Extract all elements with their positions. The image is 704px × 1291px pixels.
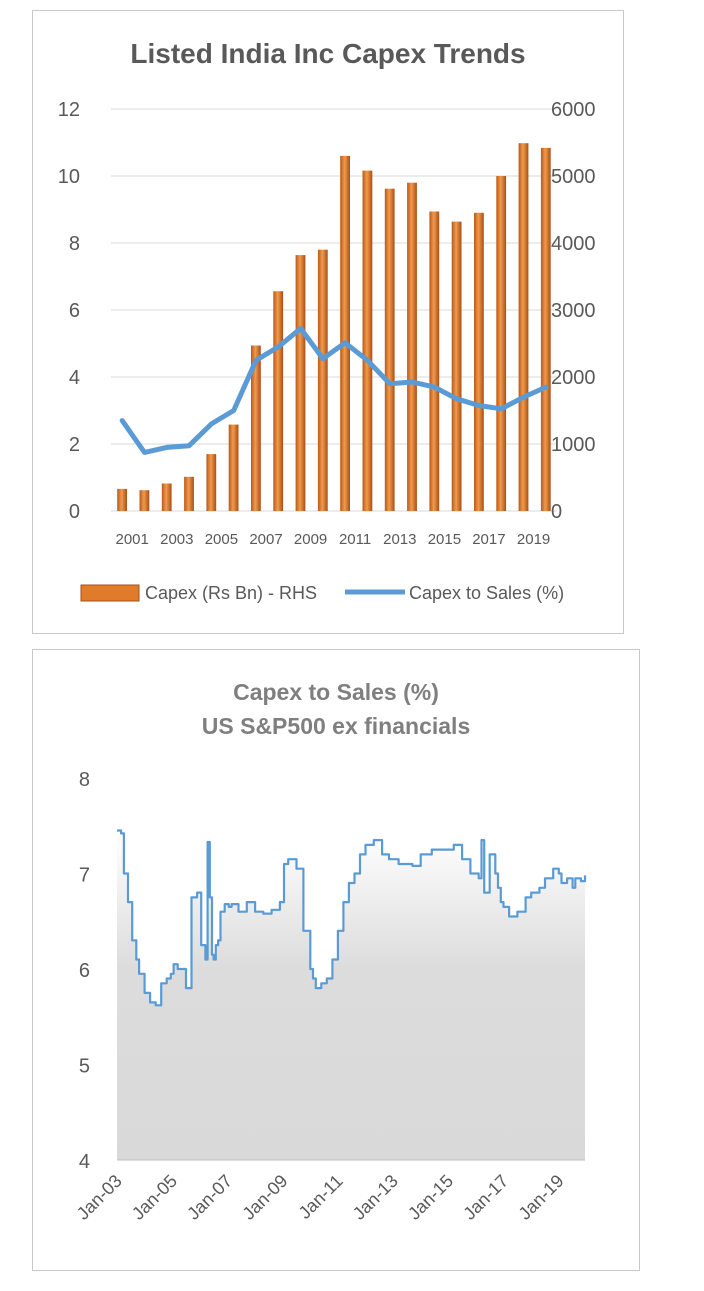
right-y-tick-label: 1000: [551, 434, 596, 456]
x-tick-label: Jan-19: [515, 1171, 568, 1224]
left-y-tick-label: 6: [69, 300, 80, 322]
x-tick-label: Jan-13: [349, 1171, 402, 1224]
x-tick-label: Jan-11: [295, 1171, 347, 1223]
us-capex-to-sales-chart-panel: Capex to Sales (%) US S&P500 ex financia…: [32, 649, 640, 1271]
bar-2010: [317, 249, 328, 511]
bar-2017: [474, 212, 484, 512]
y-tick-label: 5: [79, 1056, 90, 1078]
x-tick-label: 2007: [249, 531, 282, 548]
x-tick-label: 2005: [205, 531, 238, 548]
bar-2009: [295, 255, 306, 511]
us-capex-to-sales-chart: Capex to Sales (%) US S&P500 ex financia…: [73, 679, 587, 1224]
bar-2014: [407, 182, 417, 511]
x-tick-label: Jan-17: [459, 1171, 512, 1224]
x-tick-label: 2019: [517, 531, 550, 548]
chart-title-line-1: Capex to Sales (%): [233, 679, 439, 705]
left-y-tick-label: 4: [69, 367, 80, 389]
series-line: [117, 829, 587, 1007]
bar-2003: [161, 483, 172, 511]
x-tick-label: Jan-05: [128, 1171, 181, 1224]
capex-to-sales-line: [119, 325, 549, 455]
legend-label-capex-to-sales: Capex to Sales (%): [409, 583, 564, 603]
right-y-tick-label: 0: [551, 501, 562, 523]
x-tick-label: 2009: [294, 531, 327, 548]
bar-2005: [206, 454, 217, 511]
bar-2001: [117, 488, 127, 511]
left-y-tick-label: 0: [69, 501, 80, 523]
legend: Capex (Rs Bn) - RHS Capex to Sales (%): [80, 583, 564, 603]
x-tick-label: Jan-15: [404, 1171, 457, 1224]
right-y-tick-label: 2000: [551, 367, 596, 389]
bar-2020: [540, 147, 551, 511]
x-tick-label: 2017: [472, 531, 505, 548]
right-y-tick-label: 5000: [551, 166, 596, 188]
left-y-axis-ticks: 0 2 4 6 8 10 12: [58, 99, 80, 523]
bar-2011: [340, 155, 350, 511]
y-tick-label: 7: [79, 865, 90, 887]
x-axis-ticks: 2001 2003 2005 2007 2009 2011 2013 2015 2017 2019: [116, 531, 551, 548]
right-y-axis-ticks: 0 1000 2000 3000 4000 5000 6000: [551, 99, 596, 523]
x-tick-label: 2013: [383, 531, 416, 548]
right-y-tick-label: 4000: [551, 233, 596, 255]
bar-2008: [273, 291, 284, 511]
area-fill: [117, 830, 585, 1160]
gridlines: [111, 108, 557, 512]
right-y-tick-label: 3000: [551, 300, 596, 322]
capex-to-sales-area: [117, 829, 587, 1161]
x-tick-label: 2011: [339, 531, 371, 548]
bar-2007: [251, 345, 261, 511]
x-tick-label: Jan-09: [238, 1171, 291, 1224]
capex-trends-chart: Listed India Inc Capex Trends 024681012 …: [58, 38, 596, 603]
bar-2013: [384, 188, 395, 511]
capex-to-sales-series-line: [119, 325, 549, 455]
left-y-tick-label: 2: [69, 434, 80, 456]
legend-bar-swatch: [80, 584, 140, 602]
bar-2019: [518, 143, 529, 511]
y-axis-ticks: 4 5 6 7 8: [79, 769, 90, 1173]
x-axis-ticks: Jan-03 Jan-05 Jan-07 Jan-09 Jan-11 Jan-13 Jan-…: [73, 1171, 568, 1224]
capex-trends-chart-panel: Listed India Inc Capex Trends 0 2 4 6 8 10 12 …: [32, 10, 624, 634]
bar-2015: [429, 211, 440, 511]
legend-label-capex: Capex (Rs Bn) - RHS: [145, 583, 317, 603]
bar-2016: [451, 221, 462, 511]
bar-2012: [362, 170, 373, 511]
x-tick-label: 2015: [428, 531, 461, 548]
bar-2006: [228, 424, 239, 511]
left-y-tick-label: 12: [58, 99, 80, 121]
x-tick-label: Jan-03: [73, 1171, 126, 1224]
bar-2004: [184, 476, 194, 511]
x-tick-label: 2001: [116, 531, 149, 548]
chart-title: Listed India Inc Capex Trends: [130, 38, 525, 69]
right-y-tick-label: 6000: [551, 99, 596, 121]
y-tick-label: 8: [79, 769, 90, 791]
left-y-tick-label: 10: [58, 166, 80, 188]
y-tick-label: 4: [79, 1151, 90, 1173]
capex-bars: [117, 143, 551, 512]
bar-2002: [139, 490, 150, 511]
x-tick-label: 2003: [160, 531, 193, 548]
y-tick-label: 6: [79, 960, 90, 982]
left-y-tick-label: 8: [69, 233, 80, 255]
bar-2018: [496, 176, 507, 511]
chart-title-line-2: US S&P500 ex financials: [202, 713, 470, 739]
x-tick-label: Jan-07: [183, 1171, 236, 1224]
